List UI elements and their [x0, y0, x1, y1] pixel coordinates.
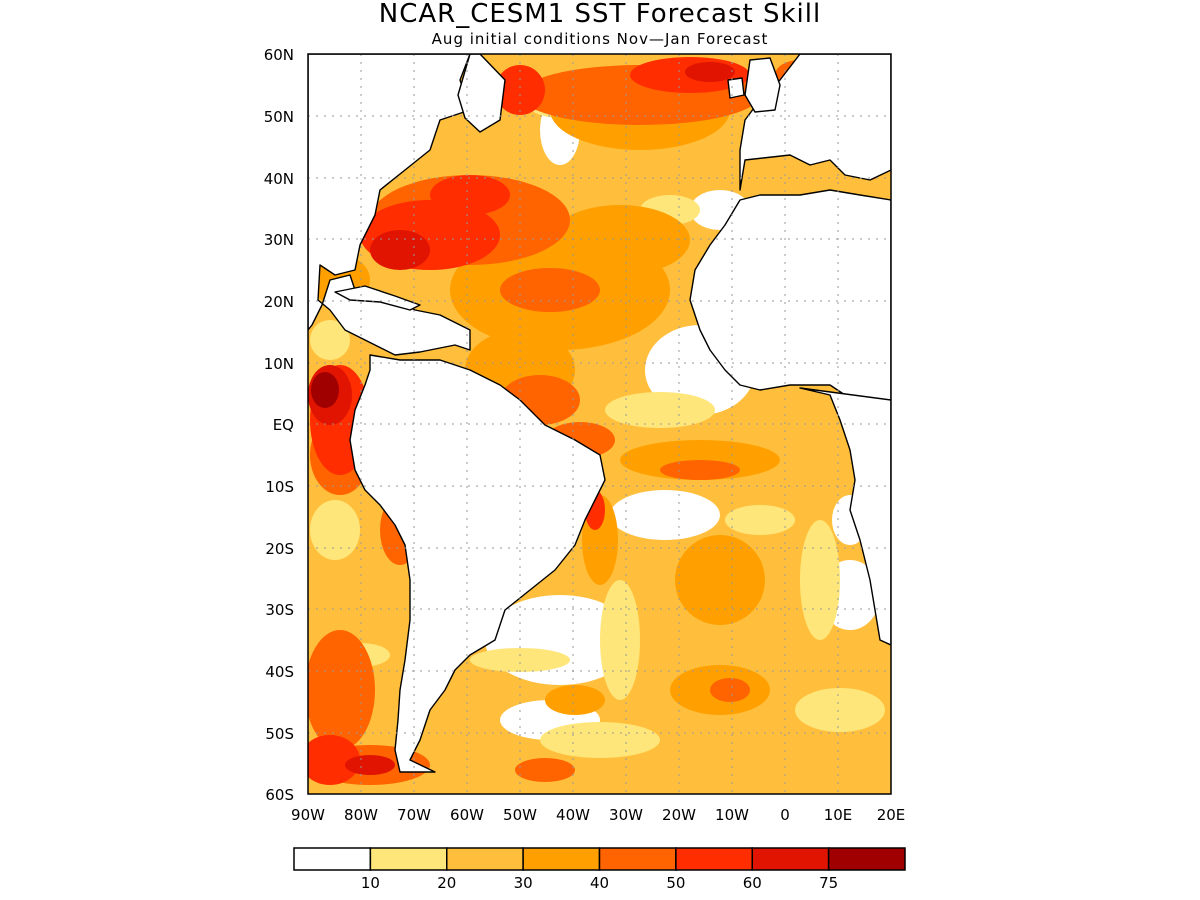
lon-label: 60W [450, 806, 484, 824]
lon-label: 20W [662, 806, 696, 824]
lat-label: 20S [265, 540, 294, 558]
lon-label: 80W [344, 806, 378, 824]
lat-label: 40S [265, 663, 294, 681]
ireland [727, 77, 745, 99]
colorbar-swatch [293, 847, 372, 871]
colorbar-swatch [827, 847, 906, 871]
colorbar-label: 40 [590, 874, 609, 892]
lat-label: 20N [264, 293, 294, 311]
lat-label: 40N [264, 170, 294, 188]
africa [689, 189, 891, 401]
land [308, 54, 891, 773]
lon-label: 70W [397, 806, 431, 824]
lat-label: 50N [264, 108, 294, 126]
north-america [308, 54, 471, 356]
lat-label: EQ [273, 416, 294, 434]
colorbar-label: 75 [819, 874, 838, 892]
greenland [457, 54, 506, 133]
skill-field [308, 54, 885, 785]
colorbar: 10 20 30 40 50 60 75 [293, 847, 906, 892]
lat-label: 60N [264, 46, 294, 64]
map-title: NCAR_CESM1 SST Forecast Skill [379, 0, 821, 29]
lat-axis: 60N 50N 40N 30N 20N 10N EQ 10S 20S 30S 4… [264, 46, 294, 804]
lon-label: 50W [503, 806, 537, 824]
colorbar-label: 30 [514, 874, 533, 892]
lon-axis: 90W 80W 70W 60W 50W 40W 30W 20W 10W 0 10… [291, 806, 905, 824]
colorbar-swatch [522, 847, 601, 871]
colorbar-swatch [369, 847, 448, 871]
skill-10-20 [310, 82, 885, 758]
graticule [308, 54, 891, 794]
caribbean-islands [334, 285, 421, 311]
lat-label: 10N [264, 355, 294, 373]
colorbar-label: 50 [666, 874, 685, 892]
skill-above-75 [311, 372, 339, 408]
lon-label: 0 [780, 806, 790, 824]
colorbar-label: 60 [743, 874, 762, 892]
lon-label: 30W [609, 806, 643, 824]
colorbar-swatch [446, 847, 524, 871]
colorbar-swatch [598, 847, 677, 871]
lat-label: 50S [265, 725, 294, 743]
south-america [349, 354, 606, 773]
lat-label: 30N [264, 231, 294, 249]
colorbar-swatch [751, 847, 830, 871]
map-frame [307, 53, 892, 795]
africa-south [799, 387, 891, 646]
lat-label: 60S [265, 786, 294, 804]
lat-label: 30S [265, 601, 294, 619]
colorbar-swatch [675, 847, 753, 871]
map-subtitle: Aug initial conditions Nov—Jan Forecast [432, 30, 769, 48]
lon-label: 40W [556, 806, 590, 824]
colorbar-label: 20 [437, 874, 456, 892]
british-isles [744, 57, 781, 113]
lon-label: 10E [824, 806, 853, 824]
lon-label: 10W [715, 806, 749, 824]
map-panel [308, 54, 891, 794]
lon-label: 90W [291, 806, 325, 824]
lon-label: 20E [877, 806, 906, 824]
lat-label: 10S [265, 478, 294, 496]
colorbar-label: 10 [361, 874, 380, 892]
